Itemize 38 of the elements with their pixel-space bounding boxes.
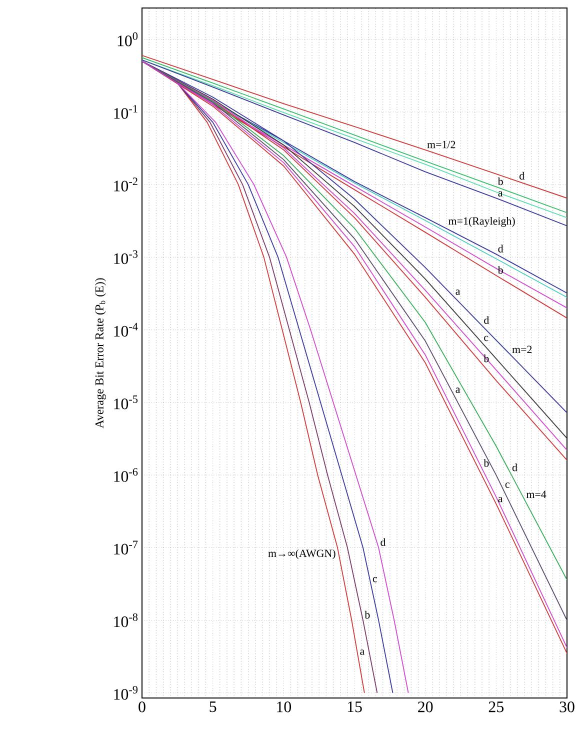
annotation: a xyxy=(456,388,460,393)
annotation: m=2 xyxy=(512,346,532,354)
x-tick-label: 20 xyxy=(418,702,433,712)
annotation: d xyxy=(512,464,518,472)
x-tick-label: 10 xyxy=(277,702,292,712)
y-tick-label: 10$^{-6}$ xyxy=(114,468,138,482)
annotation: d xyxy=(380,538,386,546)
x-tick-label: 15 xyxy=(348,702,362,712)
annotation: a xyxy=(456,290,460,295)
annotation: b xyxy=(484,459,489,467)
y-axis-title: Average Bit Error Rate (P$_{b}$ (E)) xyxy=(95,278,106,428)
x-tick-label: 0 xyxy=(138,702,146,712)
annotation: c xyxy=(505,482,510,488)
y-tick-label: 10$^{-1}$ xyxy=(114,105,138,119)
x-tick-label: 30 xyxy=(560,702,574,712)
annotation: c xyxy=(484,336,488,342)
y-tick-label: 10$^{-4}$ xyxy=(114,322,138,337)
y-tick-label: 10$^{-5}$ xyxy=(114,396,138,410)
y-tick-label: 10$^{-7}$ xyxy=(114,540,138,554)
x-tick-label: 5 xyxy=(210,702,216,712)
annotation: a xyxy=(360,650,364,655)
annotation: b xyxy=(498,177,503,186)
y-tick-label: 10$^{-3}$ xyxy=(114,250,138,264)
y-tick-label: 10$^{0}$ xyxy=(118,32,138,46)
y-tick-label: 10$^{-2}$ xyxy=(114,178,138,192)
y-tick-label: 10$^{-8}$ xyxy=(114,613,138,628)
annotation: b xyxy=(364,610,370,619)
annotation: m=1(Rayleigh) xyxy=(448,217,515,227)
annotation: d xyxy=(498,244,504,252)
annotation: m→∞(AWGN) xyxy=(268,549,336,560)
annotation: c xyxy=(372,577,378,582)
y-tick-label: 10$^{-9}$ xyxy=(114,686,138,700)
annotation: m=1/2 xyxy=(427,140,456,148)
annotation: m=4 xyxy=(526,490,546,498)
annotation: d xyxy=(484,316,490,324)
annotation: d xyxy=(520,172,524,180)
x-tick-label: 25 xyxy=(488,702,504,712)
annotation: a xyxy=(498,496,503,502)
